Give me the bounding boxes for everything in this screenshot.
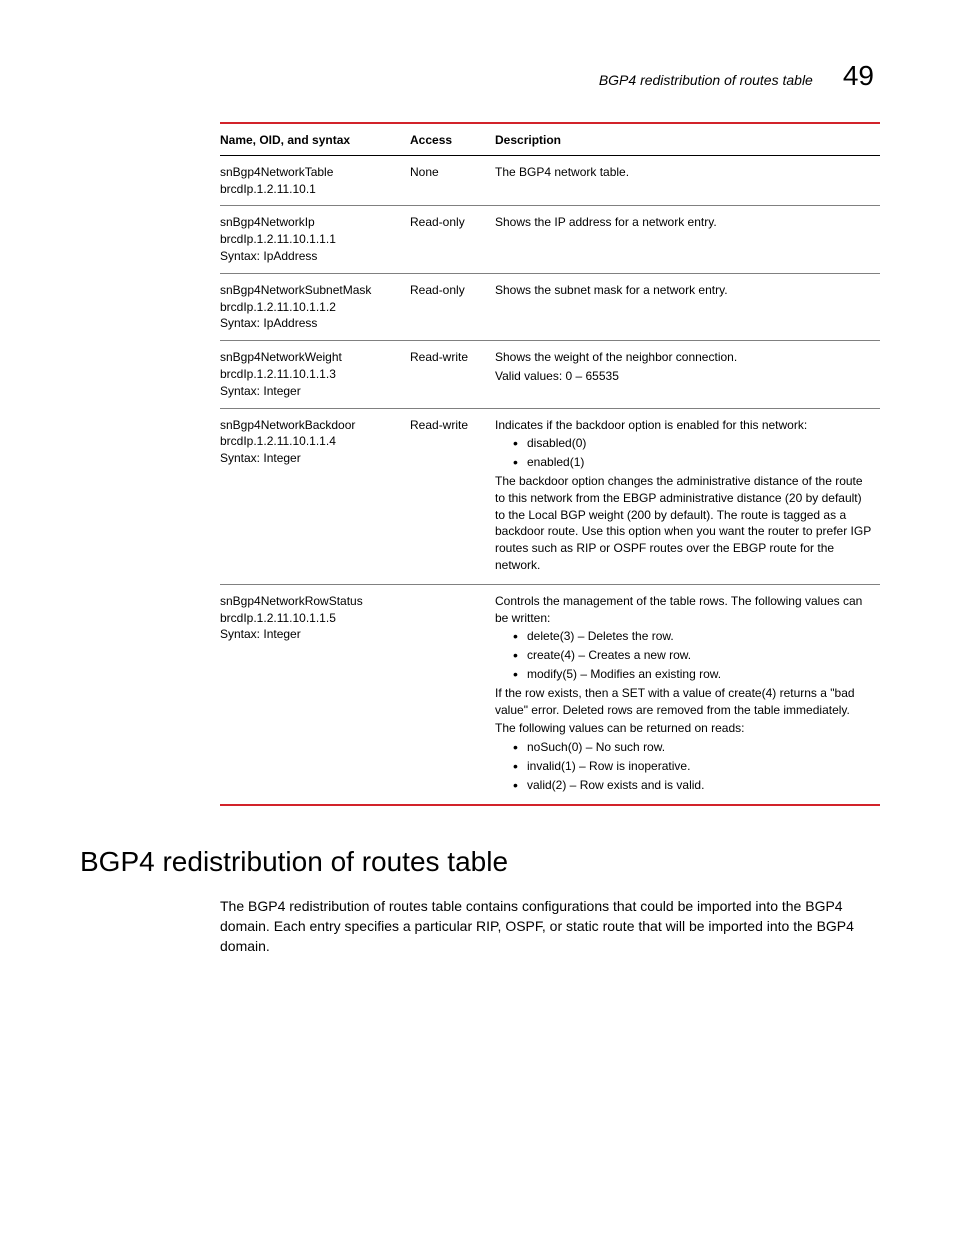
cell-description: The BGP4 network table. xyxy=(495,155,880,206)
name-line: Syntax: Integer xyxy=(220,383,404,400)
cell-access: Read-only xyxy=(410,273,495,340)
name-line: snBgp4NetworkBackdoor xyxy=(220,417,404,434)
page: BGP4 redistribution of routes table 49 N… xyxy=(0,0,954,1016)
desc-list: disabled(0) enabled(1) xyxy=(495,435,874,471)
desc-list-item: invalid(1) – Row is inoperative. xyxy=(513,758,874,775)
desc-list-item: valid(2) – Row exists and is valid. xyxy=(513,777,874,794)
col-header-name: Name, OID, and syntax xyxy=(220,123,410,155)
page-number: 49 xyxy=(843,60,874,92)
cell-name: snBgp4NetworkTablebrcdIp.1.2.11.10.1 xyxy=(220,155,410,206)
cell-name: snBgp4NetworkBackdoorbrcdIp.1.2.11.10.1.… xyxy=(220,408,410,584)
cell-access: Read-only xyxy=(410,206,495,273)
table-row: snBgp4NetworkRowStatusbrcdIp.1.2.11.10.1… xyxy=(220,584,880,804)
table-row: snBgp4NetworkSubnetMaskbrcdIp.1.2.11.10.… xyxy=(220,273,880,340)
desc-text: Indicates if the backdoor option is enab… xyxy=(495,417,874,434)
desc-text: The following values can be returned on … xyxy=(495,720,874,737)
table-row: snBgp4NetworkWeightbrcdIp.1.2.11.10.1.1.… xyxy=(220,341,880,408)
desc-text: Valid values: 0 – 65535 xyxy=(495,368,874,385)
col-header-access: Access xyxy=(410,123,495,155)
desc-text: If the row exists, then a SET with a val… xyxy=(495,685,874,719)
cell-name: snBgp4NetworkIpbrcdIp.1.2.11.10.1.1.1Syn… xyxy=(220,206,410,273)
desc-text: The backdoor option changes the administ… xyxy=(495,473,874,574)
name-line: snBgp4NetworkSubnetMask xyxy=(220,282,404,299)
cell-name: snBgp4NetworkWeightbrcdIp.1.2.11.10.1.1.… xyxy=(220,341,410,408)
desc-list: noSuch(0) – No such row. invalid(1) – Row… xyxy=(495,739,874,793)
desc-text: Shows the subnet mask for a network entr… xyxy=(495,282,874,299)
name-line: brcdIp.1.2.11.10.1 xyxy=(220,181,404,198)
name-line: brcdIp.1.2.11.10.1.1.2 xyxy=(220,299,404,316)
cell-access: Read-write xyxy=(410,341,495,408)
name-line: brcdIp.1.2.11.10.1.1.5 xyxy=(220,610,404,627)
desc-list-item: disabled(0) xyxy=(513,435,874,452)
name-line: Syntax: Integer xyxy=(220,626,404,643)
name-line: snBgp4NetworkTable xyxy=(220,164,404,181)
cell-access: None xyxy=(410,155,495,206)
desc-text: Shows the weight of the neighbor connect… xyxy=(495,349,874,366)
name-line: brcdIp.1.2.11.10.1.1.4 xyxy=(220,433,404,450)
table-row: snBgp4NetworkIpbrcdIp.1.2.11.10.1.1.1Syn… xyxy=(220,206,880,273)
cell-description: Controls the management of the table row… xyxy=(495,584,880,804)
cell-access xyxy=(410,584,495,804)
name-line: Syntax: Integer xyxy=(220,450,404,467)
name-line: snBgp4NetworkIp xyxy=(220,214,404,231)
section-body: The BGP4 redistribution of routes table … xyxy=(220,896,880,957)
name-line: Syntax: IpAddress xyxy=(220,248,404,265)
name-line: Syntax: IpAddress xyxy=(220,315,404,332)
running-header: BGP4 redistribution of routes table 49 xyxy=(80,60,874,92)
cell-access: Read-write xyxy=(410,408,495,584)
desc-list-item: enabled(1) xyxy=(513,454,874,471)
name-line: brcdIp.1.2.11.10.1.1.3 xyxy=(220,366,404,383)
desc-list-item: create(4) – Creates a new row. xyxy=(513,647,874,664)
cell-description: Shows the IP address for a network entry… xyxy=(495,206,880,273)
col-header-desc: Description xyxy=(495,123,880,155)
table-header-row: Name, OID, and syntax Access Description xyxy=(220,123,880,155)
name-line: snBgp4NetworkWeight xyxy=(220,349,404,366)
table-row: snBgp4NetworkBackdoorbrcdIp.1.2.11.10.1.… xyxy=(220,408,880,584)
desc-list-item: delete(3) – Deletes the row. xyxy=(513,628,874,645)
running-title: BGP4 redistribution of routes table xyxy=(599,72,813,88)
cell-name: snBgp4NetworkSubnetMaskbrcdIp.1.2.11.10.… xyxy=(220,273,410,340)
mib-table: Name, OID, and syntax Access Description… xyxy=(220,122,880,806)
section-heading: BGP4 redistribution of routes table xyxy=(80,846,874,878)
desc-text: Controls the management of the table row… xyxy=(495,593,874,627)
cell-description: Shows the weight of the neighbor connect… xyxy=(495,341,880,408)
table-row: snBgp4NetworkTablebrcdIp.1.2.11.10.1None… xyxy=(220,155,880,206)
desc-text: Shows the IP address for a network entry… xyxy=(495,214,874,231)
desc-list-item: modify(5) – Modifies an existing row. xyxy=(513,666,874,683)
desc-text: The BGP4 network table. xyxy=(495,164,874,181)
name-line: brcdIp.1.2.11.10.1.1.1 xyxy=(220,231,404,248)
name-line: snBgp4NetworkRowStatus xyxy=(220,593,404,610)
cell-description: Indicates if the backdoor option is enab… xyxy=(495,408,880,584)
desc-list-item: noSuch(0) – No such row. xyxy=(513,739,874,756)
cell-name: snBgp4NetworkRowStatusbrcdIp.1.2.11.10.1… xyxy=(220,584,410,804)
desc-list: delete(3) – Deletes the row. create(4) – … xyxy=(495,628,874,682)
cell-description: Shows the subnet mask for a network entr… xyxy=(495,273,880,340)
